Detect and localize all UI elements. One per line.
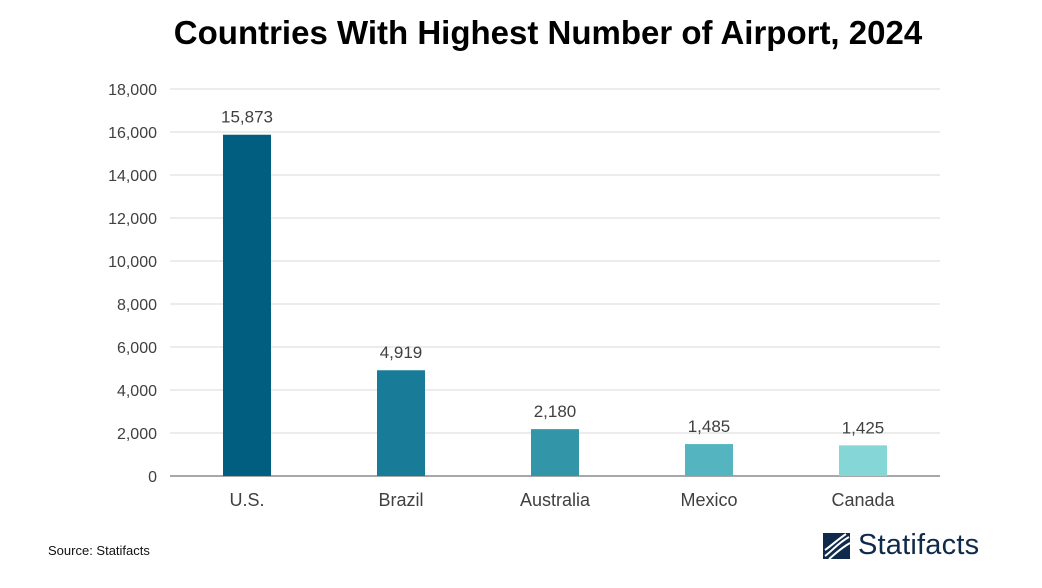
bar bbox=[531, 429, 579, 476]
y-tick-label: 2,000 bbox=[117, 426, 157, 443]
data-label: 1,485 bbox=[688, 417, 731, 436]
y-tick-label: 14,000 bbox=[108, 168, 157, 185]
x-tick-label: Canada bbox=[831, 490, 895, 510]
data-label: 2,180 bbox=[534, 402, 577, 421]
x-tick-label: Mexico bbox=[680, 490, 737, 510]
y-tick-label: 18,000 bbox=[108, 82, 157, 99]
bar bbox=[377, 370, 425, 476]
data-label: 15,873 bbox=[221, 108, 273, 127]
y-tick-label: 16,000 bbox=[108, 125, 157, 142]
x-tick-label: Brazil bbox=[378, 490, 423, 510]
data-label: 4,919 bbox=[380, 343, 423, 362]
bar bbox=[839, 445, 887, 476]
brand-logo: Statifacts bbox=[822, 529, 979, 562]
statifacts-logo-icon bbox=[823, 532, 851, 560]
y-tick-label: 12,000 bbox=[108, 211, 157, 228]
y-tick-label: 10,000 bbox=[108, 254, 157, 271]
source-note: Source: Statifacts bbox=[48, 543, 150, 558]
y-tick-label: 0 bbox=[148, 469, 157, 486]
data-label: 1,425 bbox=[842, 418, 885, 437]
bar bbox=[223, 134, 271, 476]
x-tick-label: Australia bbox=[520, 490, 591, 510]
bar bbox=[685, 444, 733, 476]
chart-title: Countries With Highest Number of Airport… bbox=[173, 14, 923, 51]
x-tick-label: U.S. bbox=[229, 490, 264, 510]
brand-name: Statifacts bbox=[858, 529, 980, 561]
y-tick-label: 6,000 bbox=[117, 340, 157, 357]
y-tick-label: 4,000 bbox=[117, 383, 157, 400]
y-tick-label: 8,000 bbox=[117, 297, 157, 314]
